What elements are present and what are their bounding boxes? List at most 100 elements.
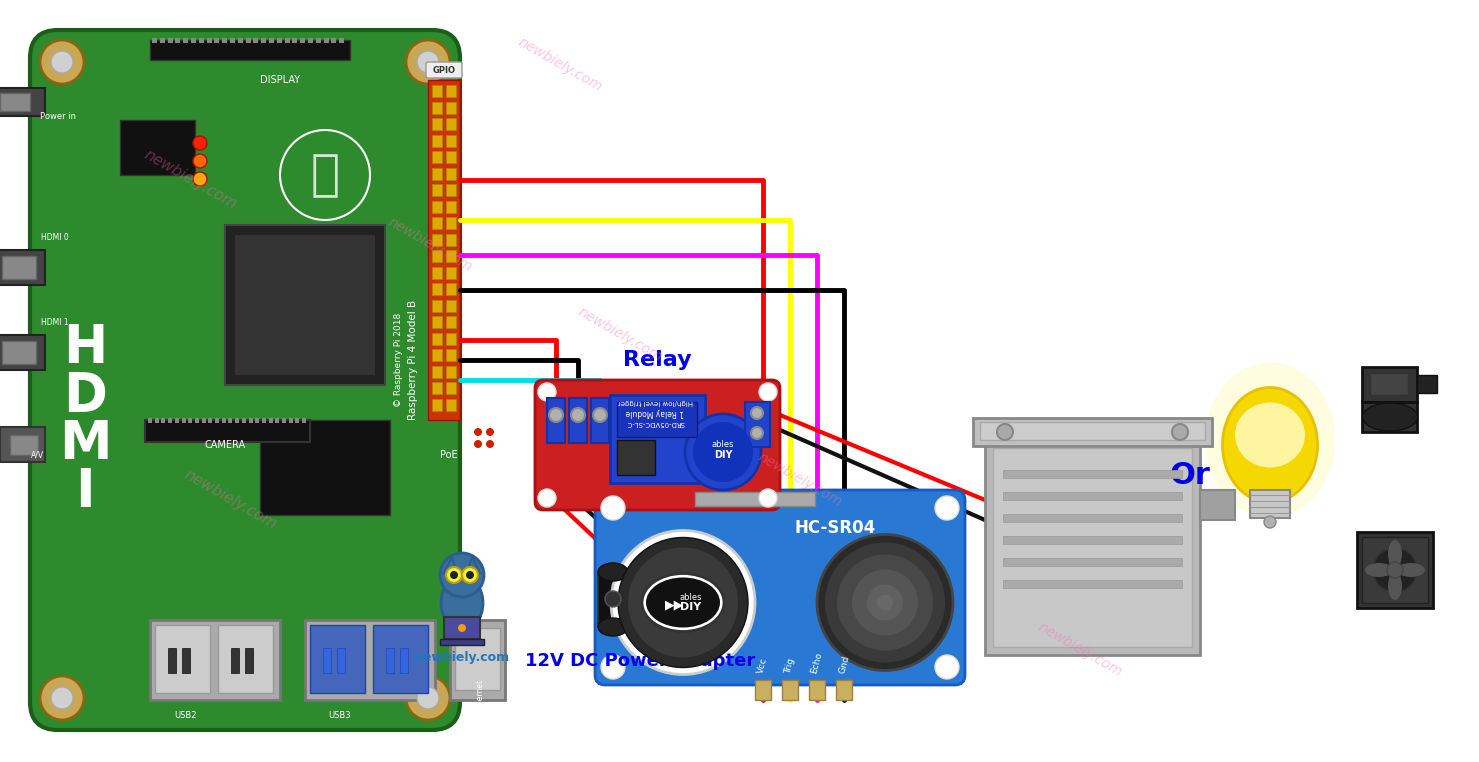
Circle shape: [816, 534, 952, 671]
Circle shape: [759, 489, 776, 507]
Bar: [1370, 373, 1408, 395]
Circle shape: [549, 408, 563, 422]
Bar: [633, 587, 688, 622]
Text: Echo: Echo: [810, 652, 824, 675]
Ellipse shape: [1398, 563, 1424, 577]
Bar: [745, 402, 771, 447]
Bar: [432, 135, 442, 146]
Text: newbiely.com: newbiely.com: [414, 651, 510, 664]
Bar: [238, 38, 243, 43]
Ellipse shape: [1387, 540, 1402, 568]
Bar: [432, 283, 442, 295]
Bar: [432, 168, 442, 180]
Circle shape: [473, 428, 482, 436]
Bar: [256, 418, 259, 423]
Bar: [1362, 537, 1429, 603]
Bar: [432, 267, 442, 278]
Ellipse shape: [1223, 388, 1318, 502]
Ellipse shape: [441, 575, 484, 630]
Bar: [432, 101, 442, 114]
Bar: [432, 200, 442, 213]
Bar: [322, 648, 331, 673]
Circle shape: [751, 427, 763, 439]
Bar: [201, 418, 206, 423]
Bar: [148, 418, 152, 423]
Bar: [300, 38, 305, 43]
Bar: [10, 435, 38, 455]
Bar: [598, 572, 629, 627]
Text: USB3: USB3: [328, 710, 352, 719]
Bar: [447, 118, 456, 130]
Bar: [222, 38, 228, 43]
Bar: [253, 38, 259, 43]
Bar: [209, 418, 213, 423]
Bar: [439, 639, 484, 645]
Bar: [754, 680, 771, 700]
Circle shape: [611, 530, 754, 674]
Bar: [284, 38, 290, 43]
Bar: [0, 250, 44, 285]
Bar: [432, 382, 442, 394]
Text: Gnd: Gnd: [837, 655, 850, 675]
Text: newbiely.com: newbiely.com: [386, 215, 475, 275]
Circle shape: [600, 655, 626, 679]
Bar: [262, 38, 266, 43]
Bar: [1417, 375, 1438, 393]
Text: newbiely.com: newbiely.com: [756, 450, 845, 510]
Circle shape: [487, 440, 494, 448]
Bar: [324, 38, 328, 43]
Bar: [809, 680, 825, 700]
Bar: [191, 38, 197, 43]
Bar: [1199, 490, 1235, 520]
Bar: [339, 38, 345, 43]
Bar: [547, 398, 565, 443]
Text: -: -: [670, 620, 674, 630]
Circle shape: [685, 414, 762, 490]
Bar: [1003, 492, 1182, 500]
Bar: [305, 620, 435, 700]
Circle shape: [640, 604, 654, 616]
Ellipse shape: [646, 578, 720, 627]
Bar: [145, 420, 311, 442]
Circle shape: [473, 440, 482, 448]
Bar: [161, 418, 166, 423]
Bar: [456, 628, 500, 690]
Text: +: +: [642, 620, 652, 630]
Bar: [155, 625, 210, 693]
Text: SRD-05VDC-SL-C: SRD-05VDC-SL-C: [626, 420, 685, 426]
Bar: [1362, 367, 1417, 402]
Bar: [182, 418, 185, 423]
Text: PoE: PoE: [441, 450, 458, 460]
Bar: [981, 422, 1205, 440]
Bar: [432, 151, 442, 163]
Circle shape: [407, 676, 450, 720]
Bar: [432, 366, 442, 377]
Bar: [432, 399, 442, 411]
Circle shape: [997, 424, 1013, 440]
Bar: [447, 200, 456, 213]
Circle shape: [50, 687, 72, 709]
Text: newbiely.com: newbiely.com: [575, 306, 664, 365]
Circle shape: [458, 624, 466, 632]
Circle shape: [629, 548, 738, 658]
Bar: [1003, 470, 1182, 478]
Circle shape: [618, 537, 748, 668]
Bar: [246, 648, 253, 673]
Bar: [399, 648, 408, 673]
Text: HDMI 1: HDMI 1: [41, 318, 70, 326]
Text: © Raspberry Pi 2018: © Raspberry Pi 2018: [393, 313, 402, 407]
Bar: [169, 648, 176, 673]
Circle shape: [1171, 424, 1188, 440]
Bar: [432, 316, 442, 328]
Ellipse shape: [1205, 363, 1336, 517]
Text: Trig: Trig: [784, 657, 796, 675]
Text: Ethernet: Ethernet: [476, 678, 485, 712]
Circle shape: [192, 172, 207, 186]
Bar: [225, 225, 385, 385]
Bar: [149, 620, 280, 700]
Bar: [447, 250, 456, 262]
Circle shape: [40, 676, 84, 720]
Bar: [432, 332, 442, 344]
Bar: [288, 418, 293, 423]
Bar: [432, 118, 442, 130]
